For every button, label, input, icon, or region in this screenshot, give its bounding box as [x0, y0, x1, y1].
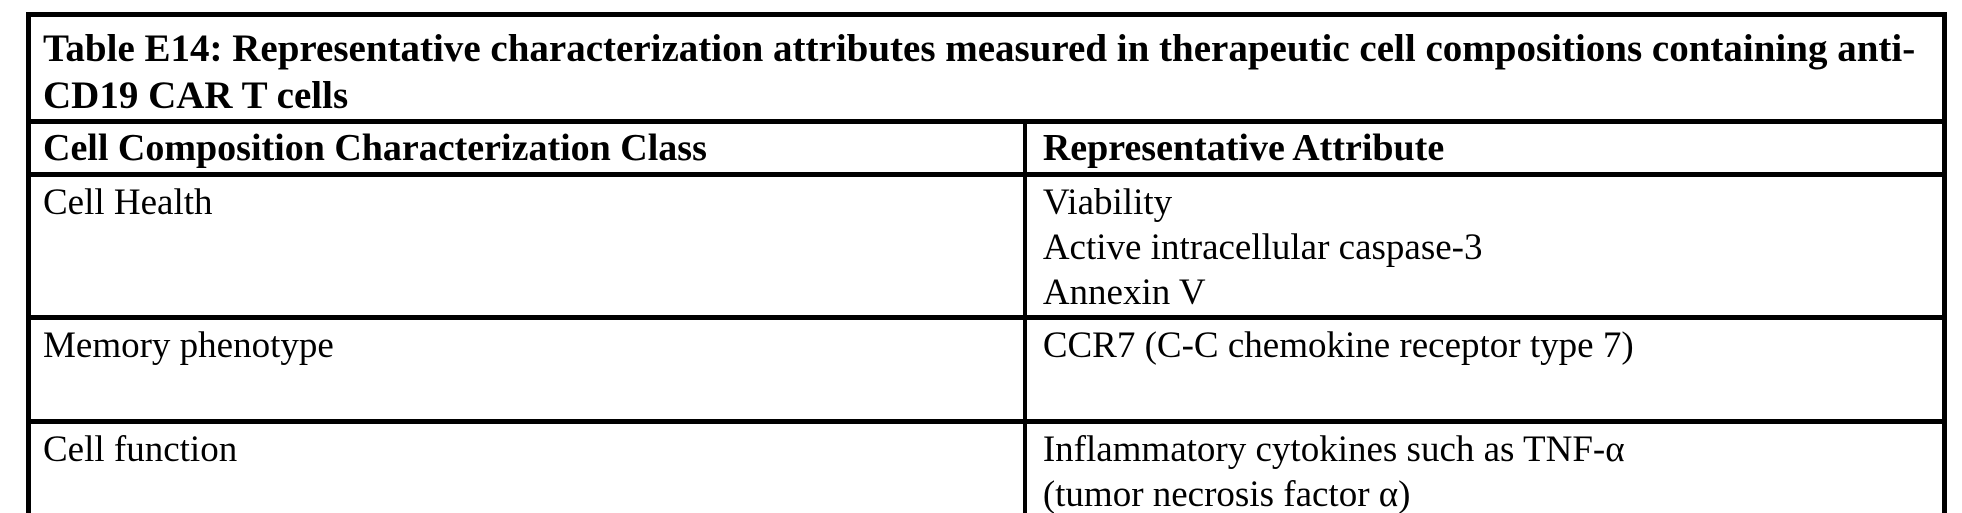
attribute-line: Active intracellular caspase-3: [1042, 227, 1483, 268]
header-cell-attribute: Representative Attribute: [1024, 119, 1945, 175]
header-row: Cell Composition Characterization Class …: [28, 119, 1945, 175]
title-row: Table E14: Representative characterizati…: [29, 15, 1945, 122]
attribute-line: (tumor necrosis factor α): [1042, 474, 1411, 513]
attribute-line: Viability: [1042, 182, 1173, 223]
attribute-line: Annexin V: [1042, 272, 1206, 313]
table-e14: Table E14: Representative characterizati…: [26, 12, 1947, 513]
attribute-cell: CCR7 (C-C chemokine receptor type 7): [1024, 315, 1945, 422]
table-title: Table E14: Representative characterizati…: [43, 27, 1916, 117]
class-cell: Cell Health: [28, 172, 1027, 318]
table-row-memory-phenotype: Memory phenotype CCR7 (C-C chemokine rec…: [28, 315, 1945, 422]
class-cell: Cell function: [28, 419, 1027, 513]
table-row-cell-function: Cell function Inflammatory cytokines suc…: [28, 419, 1945, 513]
attribute-line: Inflammatory cytokines such as TNF-α: [1042, 429, 1625, 470]
attribute-cell: Inflammatory cytokines such as TNF-α (tu…: [1024, 419, 1945, 513]
class-cell: Memory phenotype: [28, 315, 1027, 422]
header-cell-class: Cell Composition Characterization Class: [28, 119, 1027, 175]
attribute-cell: Viability Active intracellular caspase-3…: [1024, 172, 1945, 318]
table-row-cell-health: Cell Health Viability Active intracellul…: [28, 172, 1945, 318]
attribute-line: CCR7 (C-C chemokine receptor type 7): [1042, 325, 1634, 366]
